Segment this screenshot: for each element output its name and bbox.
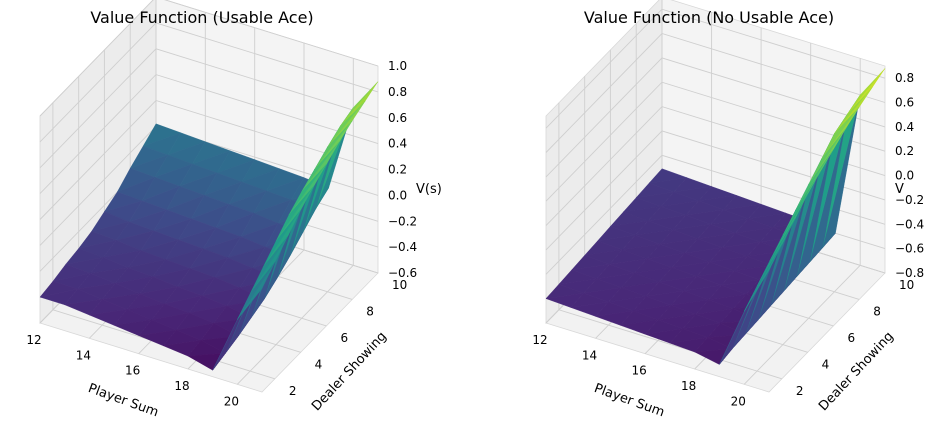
- value-surface: [39, 81, 379, 371]
- z-tick-label: −0.8: [895, 266, 924, 280]
- x-tick-label: 20: [224, 394, 239, 408]
- z-tick-label: 0.4: [895, 120, 914, 134]
- z-tick-label: −0.4: [895, 217, 924, 231]
- z-tick-label: 0.0: [388, 188, 407, 202]
- z-tick-label: 0.0: [895, 169, 914, 183]
- grid-line-z: [39, 22, 379, 143]
- z-axis-label: V(s): [416, 182, 442, 197]
- grid-line-z: [545, 57, 886, 178]
- grid-line-z: [545, 81, 886, 202]
- surface-facet: [744, 244, 783, 312]
- z-tick-label: −0.6: [895, 242, 924, 256]
- x-tick-label: 12: [532, 333, 547, 347]
- tick-labels: 12 14 16 18 20 2 4 6 8 10−0.6 −0.4 −0.2 0.0 0.2 0.4 0.6…: [26, 59, 417, 408]
- z-axis-label: V: [895, 182, 904, 197]
- y-axis-label: Dealer Showing: [816, 329, 897, 414]
- x-tick-label: 12: [26, 333, 41, 347]
- y-tick-label: 2: [289, 384, 297, 398]
- z-tick-label: 0.2: [895, 144, 914, 158]
- z-tick-label: 0.2: [388, 163, 407, 177]
- y-tick-label: 4: [822, 357, 830, 371]
- y-tick-label: 6: [847, 331, 855, 345]
- grid-line-z: [39, 48, 379, 169]
- z-tick-label: 1.0: [388, 59, 407, 73]
- x-tick-label: 18: [174, 379, 189, 393]
- chart-title: Value Function (No Usable Ace): [584, 8, 834, 27]
- x-tick-label: 14: [76, 348, 91, 362]
- y-axis-label: Dealer Showing: [309, 329, 390, 414]
- x-tick-label: 16: [631, 364, 646, 378]
- y-tick-label: 10: [899, 278, 914, 292]
- z-tick-label: 0.8: [895, 71, 914, 85]
- x-tick-label: 14: [582, 348, 597, 362]
- x-axis-label: Player Sum: [592, 381, 666, 420]
- tick-labels: 12 14 16 18 20 2 4 6 8 10−0.8 −0.6 −0.4 −0.2 0.0 0.2 0.…: [532, 71, 924, 408]
- z-tick-label: 0.6: [895, 96, 914, 110]
- y-tick-label: 2: [796, 384, 804, 398]
- z-tick-label: 0.6: [388, 111, 407, 125]
- z-tick-label: −0.2: [388, 214, 417, 228]
- x-tick-label: 18: [681, 379, 696, 393]
- value-surface: [545, 68, 886, 365]
- grid-line-z: [39, 74, 379, 194]
- chart-title: Value Function (Usable Ace): [90, 8, 313, 27]
- x-tick-label: 20: [731, 394, 746, 408]
- z-tick-label: 0.8: [388, 85, 407, 99]
- z-tick-label: −0.6: [388, 266, 417, 280]
- y-tick-label: 8: [366, 304, 374, 318]
- grid-line-z: [39, 0, 379, 117]
- z-tick-label: 0.4: [388, 137, 407, 151]
- grid-line-z: [545, 32, 886, 153]
- chart-no-usable-ace: 12 14 16 18 20 2 4 6 8 10−0.8 −0.6 −0.4 −0.2 0.0 0.2 0.…: [532, 0, 924, 420]
- y-tick-label: 10: [392, 278, 407, 292]
- x-tick-label: 16: [125, 364, 140, 378]
- y-tick-label: 6: [340, 331, 348, 345]
- grid-line-z: [545, 8, 886, 129]
- surface-facet: [237, 262, 276, 320]
- y-tick-label: 4: [315, 357, 323, 371]
- grid-line-z: [39, 99, 379, 220]
- z-tick-label: −0.4: [388, 240, 417, 254]
- chart-usable-ace: 12 14 16 18 20 2 4 6 8 10−0.6 −0.4 −0.2 0.0 0.2 0.4 0.6…: [26, 0, 442, 420]
- y-tick-label: 8: [873, 304, 881, 318]
- grid-line-z: [545, 130, 886, 251]
- x-axis-label: Player Sum: [86, 381, 160, 420]
- z-tick-label: −0.2: [895, 193, 924, 207]
- grid-line-z: [545, 106, 886, 226]
